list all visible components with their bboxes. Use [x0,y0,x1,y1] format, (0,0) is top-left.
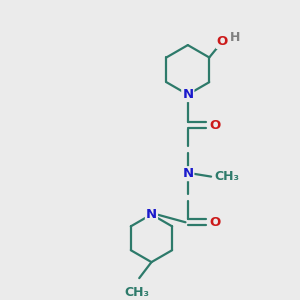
Text: O: O [209,118,221,132]
Text: O: O [217,35,228,48]
Text: N: N [182,88,194,101]
Text: N: N [182,167,194,180]
Text: N: N [146,208,157,221]
Text: CH₃: CH₃ [214,170,239,183]
Text: H: H [230,32,241,44]
Text: O: O [209,216,221,229]
Text: CH₃: CH₃ [124,286,149,299]
